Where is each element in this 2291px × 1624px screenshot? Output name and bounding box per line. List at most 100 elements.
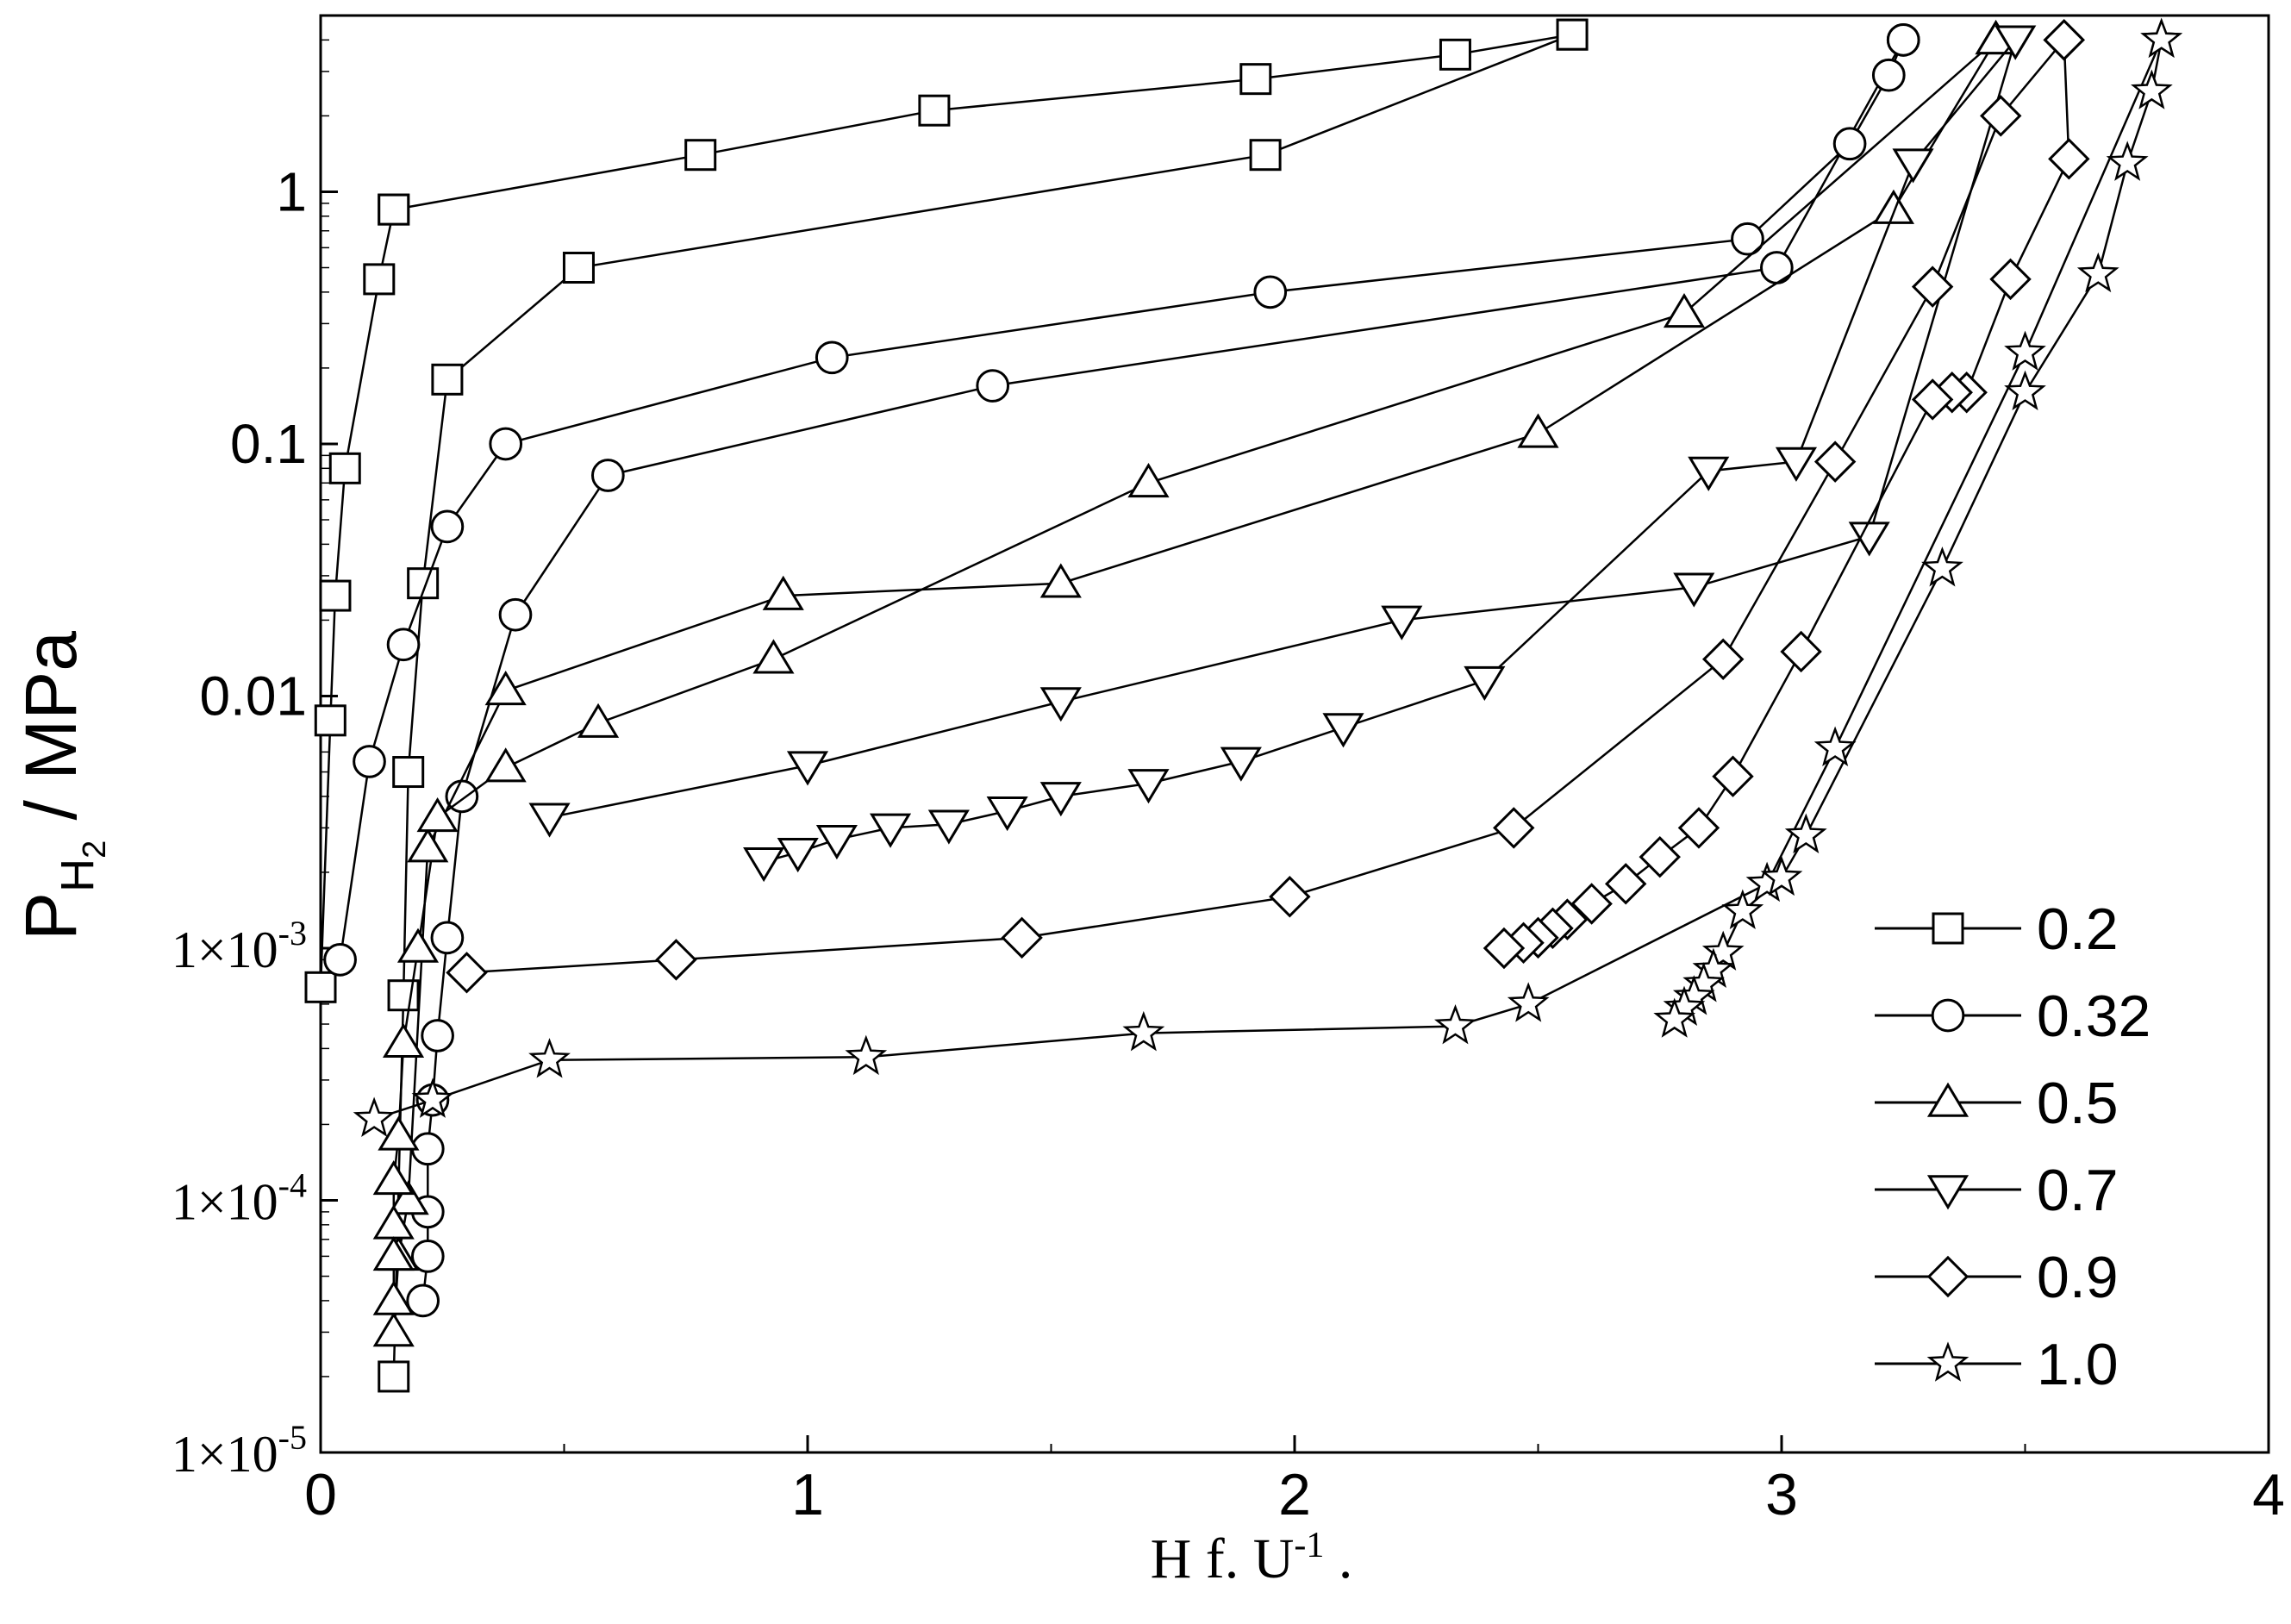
y-axis-label: PH2 / MPa — [10, 631, 113, 940]
data-point — [323, 943, 357, 977]
data-point — [396, 928, 440, 963]
data-point — [484, 747, 527, 783]
data-point — [1760, 251, 1794, 284]
data-point — [1677, 807, 1720, 849]
data-point — [378, 1360, 410, 1393]
data-point — [1039, 687, 1082, 722]
data-point — [976, 369, 1010, 403]
data-point — [1731, 222, 1764, 256]
data-point — [1122, 1010, 1165, 1052]
data-point — [1673, 572, 1715, 608]
data-point — [1039, 563, 1082, 598]
legend-entry: 0.2 — [1875, 896, 2119, 962]
legend-entry: 0.9 — [1875, 1245, 2119, 1310]
series-0.32 — [323, 22, 1920, 1318]
data-point — [743, 847, 785, 883]
legend-label: 0.7 — [2037, 1158, 2119, 1223]
x-tick-label: 2 — [1278, 1462, 1311, 1527]
data-point — [410, 1240, 445, 1273]
data-point — [762, 575, 804, 610]
data-point — [1980, 95, 2022, 137]
data-point — [591, 459, 625, 492]
data-point — [927, 809, 970, 845]
series-line — [466, 39, 2065, 974]
data-point — [378, 193, 410, 226]
data-point — [314, 704, 346, 737]
data-point — [1604, 863, 1647, 905]
data-point — [304, 971, 337, 1003]
axis-ticks: 0 1 2 3 4 1 0.1 0.01 1×10-3 1×10-4 1×10-5 — [172, 15, 2285, 1527]
data-point — [1886, 22, 1920, 57]
data-point — [2043, 19, 2085, 61]
data-point — [353, 1096, 396, 1137]
data-point — [1892, 148, 1934, 184]
x-tick-label: 1 — [791, 1462, 824, 1527]
data-point — [1493, 807, 1535, 849]
data-point — [1701, 930, 1745, 971]
data-point — [752, 639, 795, 674]
x-tick-label: 4 — [2252, 1462, 2285, 1527]
data-point — [1760, 855, 1803, 896]
data-point — [387, 979, 420, 1012]
data-point — [2076, 252, 2119, 293]
data-point — [815, 825, 858, 860]
legend-label: 0.32 — [2037, 984, 2151, 1049]
y-tick-label: 1×10-4 — [172, 1165, 307, 1230]
data-point — [1483, 927, 1526, 970]
data-point — [1001, 916, 1043, 959]
data-point — [1253, 275, 1288, 309]
data-point — [1039, 782, 1082, 817]
legend-entry: 0.7 — [1875, 1158, 2119, 1223]
data-point — [378, 1115, 420, 1151]
data-point — [528, 1038, 571, 1078]
legend-entry: 0.5 — [1875, 1071, 2119, 1136]
legend-label: 1.0 — [2037, 1332, 2119, 1397]
y-tick-label: 0.01 — [199, 665, 307, 727]
data-point — [431, 363, 464, 396]
data-point — [1507, 982, 1550, 1022]
data-point — [1813, 440, 1857, 483]
data-point — [684, 139, 717, 172]
legend-marker — [1926, 1175, 1970, 1210]
legend-label: 0.9 — [2037, 1245, 2119, 1310]
data-point — [528, 803, 571, 838]
series-line — [1503, 40, 2070, 950]
data-point — [1784, 813, 1827, 853]
data-point — [1813, 726, 1857, 766]
data-point — [2140, 17, 2183, 59]
data-point — [918, 94, 951, 127]
data-point — [1848, 522, 1890, 557]
data-point — [1639, 835, 1681, 878]
data-point — [1322, 713, 1364, 748]
data-point — [1381, 605, 1423, 640]
data-point — [372, 1160, 415, 1196]
data-point — [446, 952, 488, 994]
data-point — [319, 579, 352, 612]
data-point — [786, 751, 829, 786]
data-point — [1911, 265, 1954, 308]
series-0.7 — [528, 25, 2037, 883]
data-point — [2004, 330, 2046, 371]
data-point — [1994, 25, 2037, 60]
data-point — [1832, 127, 1867, 161]
data-point — [2106, 141, 2149, 181]
data-point — [1570, 883, 1613, 925]
data-point — [1911, 378, 1954, 421]
data-point — [416, 796, 459, 833]
series-1.0 — [353, 17, 2183, 1137]
data-point — [363, 263, 396, 296]
legend-label: 0.5 — [2037, 1071, 2119, 1136]
data-point — [562, 252, 595, 284]
series-line — [392, 33, 1573, 1377]
data-point — [392, 756, 425, 789]
data-point — [1871, 58, 1906, 92]
data-point — [1921, 547, 1963, 587]
data-point — [386, 628, 421, 662]
data-point — [1220, 746, 1262, 782]
data-point — [2131, 69, 2173, 109]
data-point — [2004, 370, 2046, 410]
data-point — [484, 670, 527, 706]
data-point — [655, 939, 697, 981]
data-point — [387, 1180, 429, 1215]
data-point — [498, 597, 533, 632]
